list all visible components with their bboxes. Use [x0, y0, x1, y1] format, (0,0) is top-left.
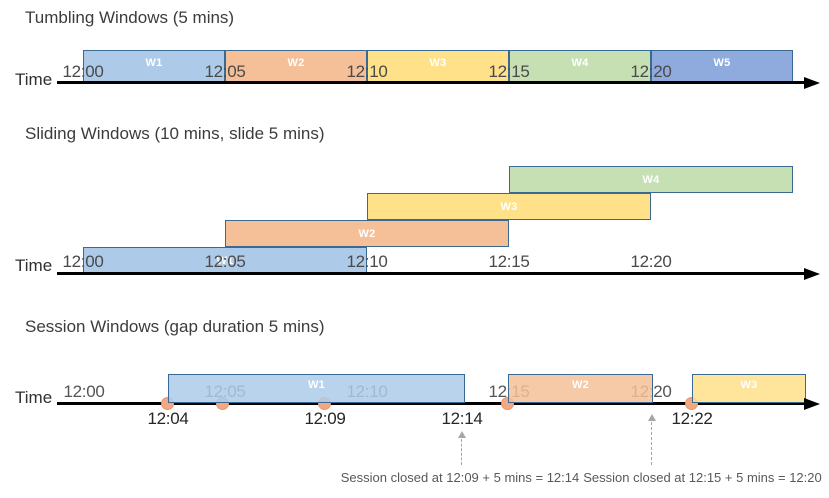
window-label: W2: [571, 378, 590, 391]
tumbling-tick: 12:15: [488, 62, 530, 81]
annotation-arrow-line: [461, 439, 462, 465]
session-closed-note-2: Session closed at 12:15 + 5 mins = 12:20: [583, 470, 822, 485]
session-close-time-label: 12:14: [441, 409, 483, 428]
session-window-w2: W2: [508, 374, 653, 403]
sliding-axis-arrow-icon: [804, 268, 820, 280]
sliding-time-axis: [57, 272, 806, 275]
tumbling-window-w4: W4: [509, 50, 651, 83]
window-label: W1: [216, 254, 234, 267]
window-label: W5: [713, 56, 731, 69]
tumbling-axis-arrow-icon: [804, 77, 820, 89]
sliding-window-w4: W4: [509, 166, 793, 193]
tumbling-tick: 12:00: [62, 62, 104, 81]
sliding-tick: 12:15: [488, 252, 530, 271]
event-time-label: 12:04: [147, 409, 189, 428]
sliding-time-axis-label: Time: [15, 256, 53, 275]
annotation-arrow-icon: [458, 431, 466, 438]
event-time-label: 12:22: [671, 409, 713, 428]
sliding-window-w2: W2: [225, 220, 509, 247]
session-time-axis: [57, 402, 806, 405]
event-time-label: 12:09: [304, 409, 346, 428]
sliding-tick: 12:20: [630, 252, 672, 271]
window-label: W3: [740, 378, 758, 391]
tumbling-time-axis-label: Time: [15, 70, 53, 89]
tumbling-window-w2: W2: [225, 50, 367, 83]
session-tick: 12:00: [63, 382, 105, 401]
window-label: W3: [500, 200, 518, 213]
session-window-w1: W1: [168, 374, 465, 403]
tumbling-time-axis: [57, 81, 806, 84]
session-axis-arrow-icon: [804, 398, 820, 410]
sliding-tick: 12:00: [62, 252, 104, 271]
session-title: Session Windows (gap duration 5 mins): [25, 317, 325, 336]
tumbling-tick: 12:10: [346, 62, 388, 81]
tumbling-tick: 12:20: [630, 62, 672, 81]
annotation-arrow-icon: [648, 414, 656, 421]
window-label: W4: [571, 56, 589, 69]
window-label: W1: [145, 56, 163, 69]
tumbling-title: Tumbling Windows (5 mins): [25, 8, 235, 27]
tumbling-window-w5: W5: [651, 50, 793, 83]
tumbling-tick: 12:05: [204, 62, 246, 81]
window-label: W1: [307, 378, 326, 391]
sliding-title: Sliding Windows (10 mins, slide 5 mins): [25, 124, 325, 143]
sliding-tick: 12:05: [204, 252, 246, 271]
tumbling-window-w1: W1: [83, 50, 225, 83]
window-label: W3: [429, 56, 447, 69]
session-time-axis-label: Time: [15, 388, 53, 407]
window-label: W2: [287, 56, 305, 69]
sliding-window-w1: W1: [83, 247, 367, 274]
window-label: W2: [358, 227, 376, 240]
session-closed-note-1: Session closed at 12:09 + 5 mins = 12:14: [340, 470, 580, 485]
session-window-w3: W3: [692, 374, 806, 403]
sliding-tick: 12:10: [346, 252, 388, 271]
window-label: W4: [642, 173, 660, 186]
sliding-window-w3: W3: [367, 193, 651, 220]
annotation-arrow-line: [651, 422, 652, 465]
